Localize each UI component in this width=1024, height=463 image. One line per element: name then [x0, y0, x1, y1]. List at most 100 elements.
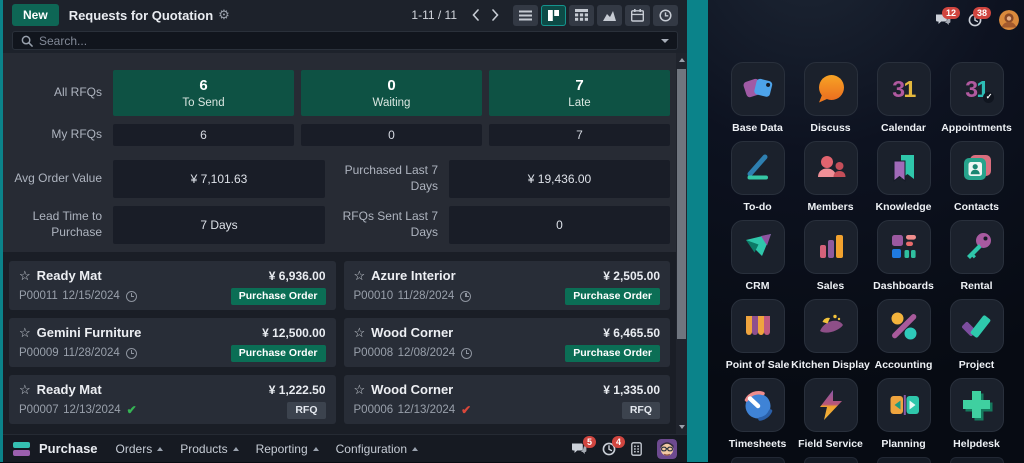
scroll-up-arrow-icon[interactable]: [678, 58, 685, 62]
search-input[interactable]: [39, 33, 655, 48]
messages-button[interactable]: 12: [935, 7, 960, 27]
app-timesheets[interactable]: Timesheets: [721, 378, 794, 457]
menu-orders[interactable]: Orders: [116, 442, 164, 456]
app-planning[interactable]: Planning: [867, 378, 940, 457]
pager-next-button[interactable]: [485, 5, 505, 25]
agg-value: 0: [387, 77, 396, 94]
my-waiting[interactable]: 0: [301, 124, 482, 146]
favorite-star-icon[interactable]: [19, 383, 31, 396]
new-button[interactable]: New: [12, 4, 59, 26]
contacts-person-card-icon: [963, 155, 991, 180]
scrollbar-thumb[interactable]: [677, 69, 686, 339]
activities-button[interactable]: 4: [602, 435, 625, 456]
discuss-bubble-icon: [818, 75, 844, 103]
activities-button[interactable]: 38: [968, 7, 991, 27]
app-sales[interactable]: Sales: [794, 220, 867, 299]
app-base-data[interactable]: Base Data: [721, 62, 794, 141]
list-view-icon: [519, 10, 532, 20]
order-amount: ¥ 6,936.00: [268, 268, 326, 283]
view-kanban-button[interactable]: [541, 4, 566, 26]
rfq-card[interactable]: Wood Corner ¥ 6,465.50 P00008 12/08/2024…: [343, 318, 670, 367]
view-activity-button[interactable]: [653, 4, 678, 26]
view-pivot-button[interactable]: [569, 4, 594, 26]
agg-to-send[interactable]: 6 To Send: [113, 70, 294, 116]
scroll-down-arrow-icon[interactable]: [678, 425, 685, 429]
order-reference: P00007: [19, 404, 59, 416]
app-point-of-sale[interactable]: Point of Sale: [721, 299, 794, 378]
calendar-view-icon: [631, 8, 644, 22]
view-settings-gear-icon[interactable]: [218, 7, 230, 23]
install-app-button[interactable]: [631, 441, 642, 456]
avatar-image: [657, 438, 677, 459]
app-name[interactable]: Purchase: [39, 441, 98, 456]
app-members[interactable]: Members: [794, 141, 867, 220]
rfq-card[interactable]: Gemini Furniture ¥ 12,500.00 P00009 11/2…: [9, 318, 336, 367]
pivot-view-icon: [575, 8, 588, 21]
activity-status-icon[interactable]: [461, 347, 473, 359]
activity-status-icon[interactable]: [125, 347, 137, 359]
lead-time-value: 7 Days: [113, 206, 325, 244]
pager-previous-button[interactable]: [465, 5, 485, 25]
activity-status-icon[interactable]: [127, 402, 137, 418]
view-calendar-button[interactable]: [625, 4, 650, 26]
app-crm[interactable]: CRM: [721, 220, 794, 299]
search-dropdown-caret-icon[interactable]: [661, 38, 669, 43]
app-project[interactable]: Project: [940, 299, 1013, 378]
window-split-divider[interactable]: [687, 0, 708, 462]
user-avatar[interactable]: [999, 10, 1019, 30]
messages-button[interactable]: 5: [571, 435, 596, 456]
agg-late[interactable]: 7 Late: [489, 70, 670, 116]
kitchen-display-icon: [819, 314, 843, 333]
rfq-card[interactable]: Wood Corner ¥ 1,335.00 P00006 12/13/2024…: [343, 375, 670, 424]
rfqs-sent-label: RFQs Sent Last 7 Days: [342, 209, 438, 239]
app-field-service[interactable]: Field Service: [794, 378, 867, 457]
order-reference: P00010: [353, 290, 394, 302]
search-box[interactable]: [12, 31, 678, 50]
rfq-card[interactable]: Azure Interior ¥ 2,505.00 P00010 11/28/2…: [343, 261, 670, 310]
activity-status-icon[interactable]: [460, 290, 472, 302]
agg-value: 7: [575, 77, 584, 94]
search-icon: [21, 35, 33, 47]
app-dashboards[interactable]: Dashboards: [867, 220, 940, 299]
favorite-star-icon[interactable]: [354, 269, 366, 282]
my-to-send[interactable]: 6: [113, 124, 294, 146]
activity-status-icon[interactable]: [461, 402, 471, 418]
favorite-star-icon[interactable]: [354, 326, 366, 339]
vendor-name: Gemini Furniture: [36, 325, 142, 340]
app-accounting[interactable]: Accounting: [867, 299, 940, 378]
favorite-star-icon[interactable]: [19, 326, 31, 339]
point-of-sale-awning-icon: [745, 316, 770, 335]
activity-count-badge: 38: [972, 7, 991, 20]
favorite-star-icon[interactable]: [19, 269, 31, 282]
app-rental[interactable]: Rental: [940, 220, 1013, 299]
user-avatar[interactable]: [657, 438, 677, 459]
agg-label: Late: [568, 97, 591, 109]
rfq-card[interactable]: Ready Mat ¥ 1,222.50 P00007 12/13/2024 R…: [9, 375, 336, 424]
menu-configuration[interactable]: Configuration: [336, 442, 419, 456]
app-helpdesk[interactable]: Helpdesk: [940, 378, 1013, 457]
activity-status-icon[interactable]: [125, 290, 137, 302]
view-graph-button[interactable]: [597, 4, 622, 26]
app-discuss[interactable]: Discuss: [794, 62, 867, 141]
app-kitchen-display[interactable]: Kitchen Display: [791, 299, 870, 378]
menu-reporting[interactable]: Reporting: [256, 442, 319, 456]
agg-label: To Send: [182, 97, 225, 109]
chevron-right-icon: [491, 9, 499, 21]
app-appointments[interactable]: 31 Appointments: [940, 62, 1013, 141]
app-knowledge[interactable]: Knowledge: [867, 141, 940, 220]
purchase-app-icon[interactable]: [13, 441, 30, 456]
view-list-button[interactable]: [513, 4, 538, 26]
my-late[interactable]: 7: [489, 124, 670, 146]
favorite-star-icon[interactable]: [354, 383, 366, 396]
chevron-left-icon: [471, 9, 479, 21]
field-service-bolt-icon: [819, 390, 842, 420]
app-todo[interactable]: To-do: [721, 141, 794, 220]
project-check-icon: [961, 315, 990, 338]
vertical-scrollbar[interactable]: [676, 53, 687, 434]
app-contacts[interactable]: Contacts: [940, 141, 1013, 220]
vendor-name: Wood Corner: [371, 382, 454, 397]
rfq-card[interactable]: Ready Mat ¥ 6,936.00 P00011 12/15/2024 P…: [9, 261, 336, 310]
menu-products[interactable]: Products: [180, 442, 239, 456]
agg-waiting[interactable]: 0 Waiting: [301, 70, 482, 116]
